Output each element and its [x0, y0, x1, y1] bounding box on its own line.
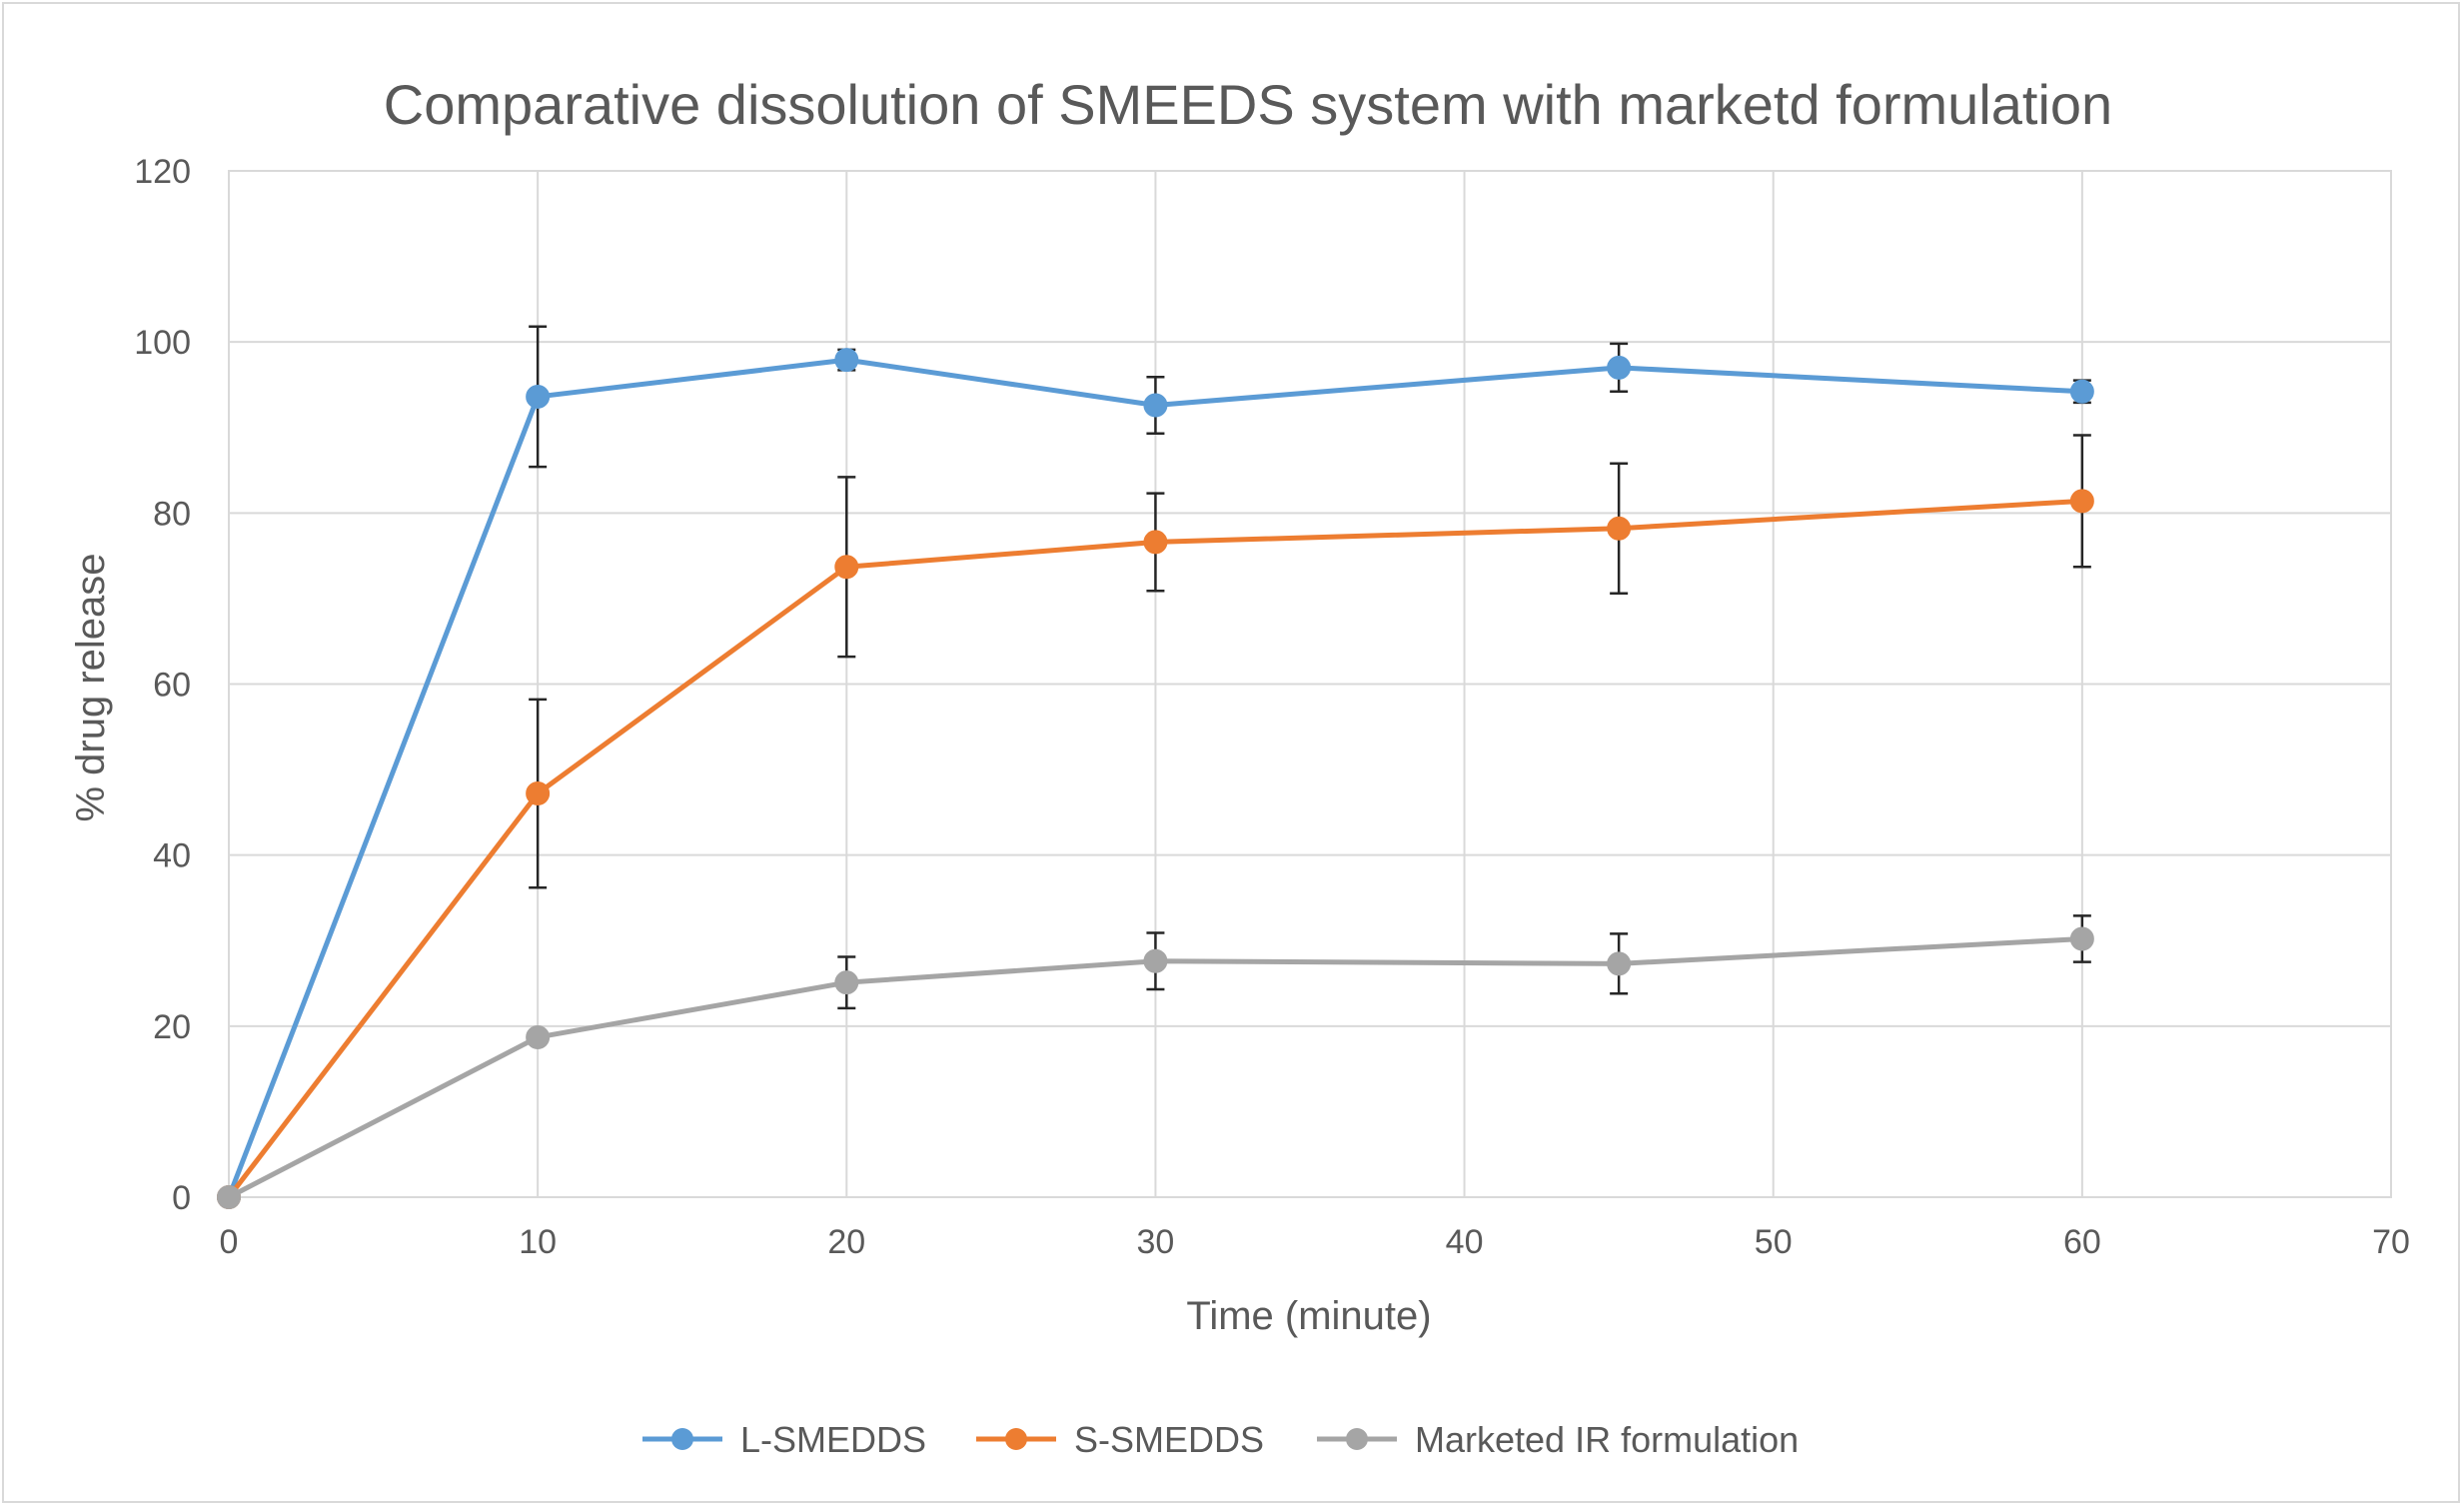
x-tick-label-6: 60 — [2063, 1223, 2101, 1261]
data-point — [1143, 948, 1168, 973]
y-tick-label-1: 20 — [153, 1008, 191, 1046]
legend-marker — [1346, 1428, 1368, 1450]
x-tick-label-5: 50 — [1755, 1223, 1793, 1261]
data-point — [2069, 379, 2094, 404]
series-layer — [217, 325, 2094, 1209]
series-line — [226, 936, 2085, 1200]
data-point — [526, 1024, 551, 1049]
y-axis-title: % drug release — [69, 553, 113, 821]
y-tick-label-0: 0 — [172, 1179, 191, 1217]
legend-marker — [1005, 1428, 1027, 1450]
y-axis-ticks: 0 20 40 60 80 100 120 — [134, 153, 191, 1217]
x-tick-label-2: 20 — [827, 1223, 865, 1261]
series-line — [226, 357, 2085, 1200]
plot-area-border — [228, 170, 2392, 1198]
data-point — [526, 781, 551, 806]
legend-marker — [671, 1428, 693, 1450]
data-point — [217, 1185, 241, 1209]
y-tick-label-4: 80 — [153, 495, 191, 533]
data-point — [834, 348, 859, 373]
data-point — [834, 555, 859, 580]
data-point — [1607, 516, 1632, 541]
legend-item-1: L-SMEDDS — [642, 1419, 926, 1460]
series-2 — [217, 434, 2094, 1209]
y-tick-label-3: 60 — [153, 667, 191, 705]
y-tick-label-2: 40 — [153, 837, 191, 875]
grid-lines — [228, 170, 2392, 1198]
x-tick-label-1: 10 — [519, 1223, 557, 1261]
data-point — [1607, 355, 1632, 380]
data-point — [526, 384, 551, 409]
legend-item-3: Marketed IR formulation — [1317, 1419, 1799, 1460]
legend-label: L-SMEDDS — [740, 1419, 926, 1460]
legend-item-2: S-SMEDDS — [976, 1419, 1264, 1460]
legend-label: S-SMEDDS — [1074, 1419, 1264, 1460]
legend: L-SMEDDS S-SMEDDS Marketed IR formulation — [642, 1419, 1799, 1460]
data-point — [1143, 530, 1168, 555]
y-tick-label-5: 100 — [134, 324, 191, 362]
series-line — [226, 498, 2085, 1200]
x-tick-label-4: 40 — [1446, 1223, 1484, 1261]
series-3 — [217, 914, 2094, 1209]
data-point — [1143, 393, 1168, 418]
data-point — [1607, 951, 1632, 976]
x-tick-label-3: 30 — [1137, 1223, 1175, 1261]
x-axis-title: Time (minute) — [1186, 1294, 1431, 1338]
y-tick-label-6: 120 — [134, 153, 191, 191]
legend-label: Marketed IR formulation — [1415, 1419, 1799, 1460]
data-point — [2069, 489, 2094, 514]
data-point — [834, 970, 859, 995]
data-point — [2069, 926, 2094, 951]
chart-title: Comparative dissolution of SMEEDS system… — [384, 73, 2112, 136]
x-axis-ticks: 0 10 20 30 40 50 60 70 — [220, 1223, 2410, 1261]
x-tick-label-7: 70 — [2372, 1223, 2410, 1261]
x-tick-label-0: 0 — [220, 1223, 239, 1261]
